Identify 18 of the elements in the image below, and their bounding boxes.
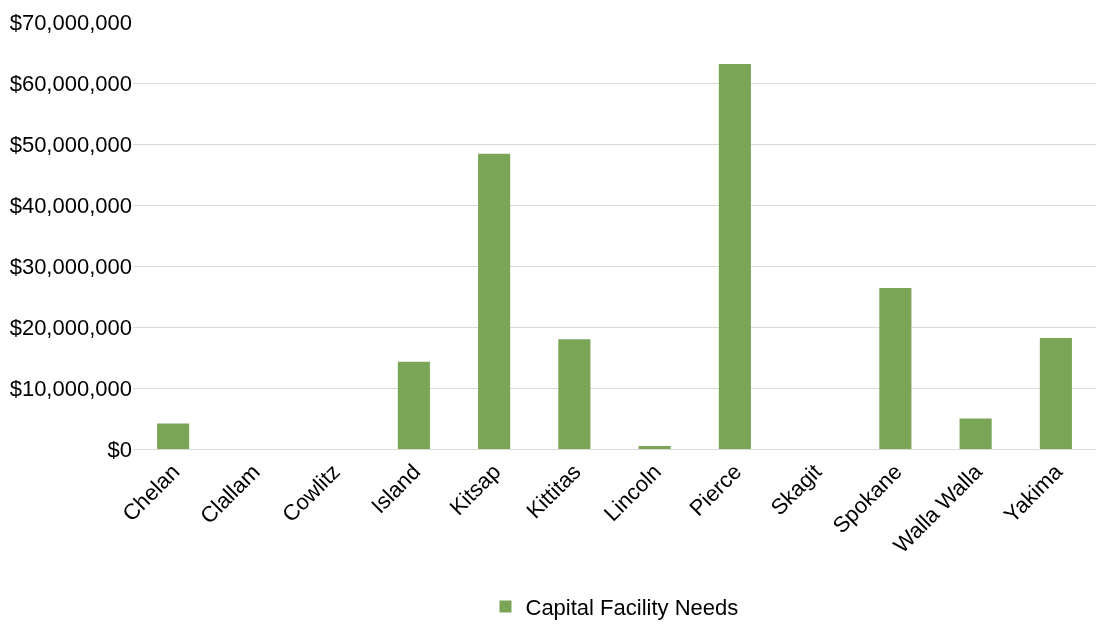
bar xyxy=(478,153,511,449)
bar xyxy=(718,64,751,449)
legend-label: Capital Facility Needs xyxy=(525,595,739,621)
bar xyxy=(879,287,912,449)
bar xyxy=(959,418,992,449)
y-tick-label: $20,000,000 xyxy=(9,314,132,340)
bar xyxy=(157,423,190,449)
bar xyxy=(1039,337,1072,449)
bar xyxy=(558,339,591,449)
y-tick-label: $60,000,000 xyxy=(9,70,132,96)
y-tick-label: $0 xyxy=(107,436,132,462)
y-tick-label: $10,000,000 xyxy=(9,375,132,401)
y-tick-label: $30,000,000 xyxy=(9,253,132,279)
y-tick-label: $70,000,000 xyxy=(9,9,132,35)
y-tick-label: $50,000,000 xyxy=(9,131,132,157)
bar xyxy=(397,361,430,449)
bar xyxy=(638,445,671,449)
y-tick-label: $40,000,000 xyxy=(9,192,132,218)
